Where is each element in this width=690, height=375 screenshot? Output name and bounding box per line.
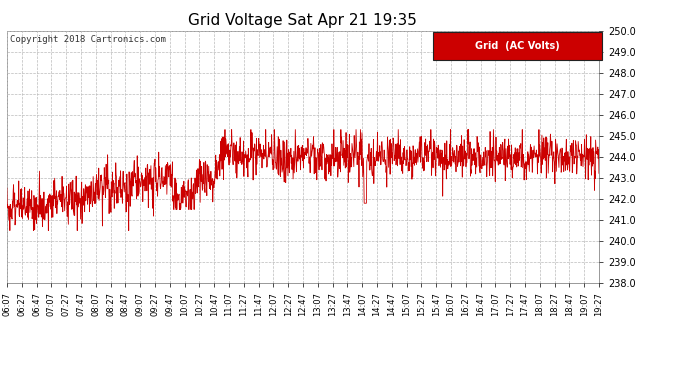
Text: Copyright 2018 Cartronics.com: Copyright 2018 Cartronics.com (10, 34, 166, 44)
FancyBboxPatch shape (433, 32, 602, 60)
Text: Grid  (AC Volts): Grid (AC Volts) (475, 41, 560, 51)
Title: Grid Voltage Sat Apr 21 19:35: Grid Voltage Sat Apr 21 19:35 (188, 13, 417, 28)
